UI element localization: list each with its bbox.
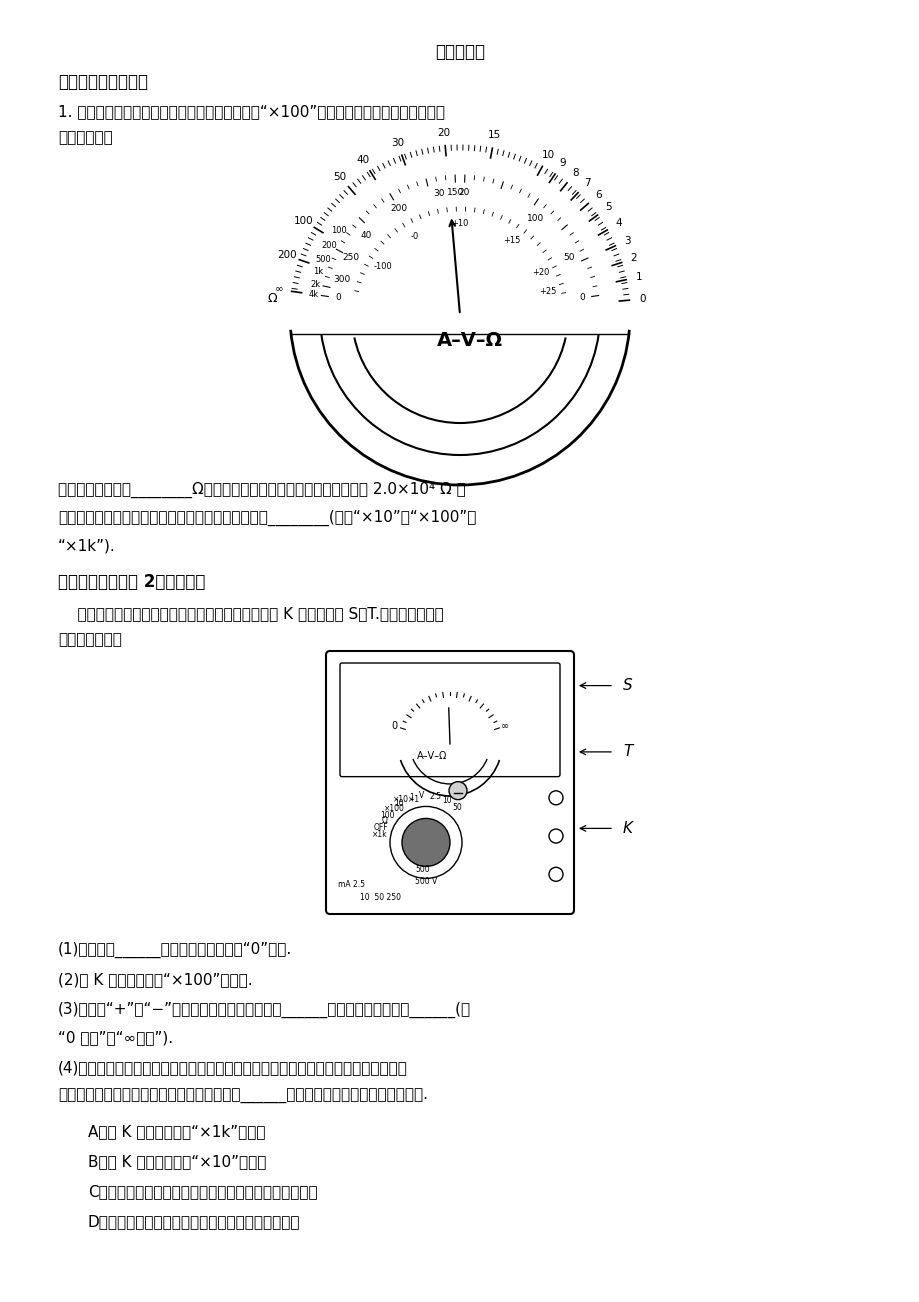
Text: 用如图所示的多用电表测量电阻，要用到选择开关 K 和两个部件 S、T.请根据下列步骤: 用如图所示的多用电表测量电阻，要用到选择开关 K 和两个部件 S、T.请根据下列…	[58, 607, 443, 621]
Text: 4k: 4k	[308, 290, 318, 299]
Text: “×1k”).: “×1k”).	[58, 539, 116, 553]
Text: 500: 500	[314, 255, 330, 264]
Text: 50: 50	[562, 253, 573, 262]
Text: +25: +25	[539, 286, 556, 296]
Circle shape	[549, 829, 562, 844]
Text: A–V–Ω: A–V–Ω	[437, 331, 503, 349]
Text: 10  50 250: 10 50 250	[359, 893, 401, 902]
Text: 结果，请从下列选项中挑出合理的步骤，并按______的顺序进行操作，再完成读数测量.: 结果，请从下列选项中挑出合理的步骤，并按______的顺序进行操作，再完成读数测…	[58, 1088, 427, 1104]
Text: 30: 30	[391, 138, 403, 148]
Text: V: V	[418, 792, 424, 801]
Text: -100: -100	[373, 262, 391, 271]
Text: 200: 200	[390, 204, 406, 214]
Text: 2: 2	[630, 254, 637, 263]
Text: Ω: Ω	[267, 292, 278, 305]
Text: (4)将两表笔分别与待测电阻相接，发现指针偏转角度过小．为了得到比较准确的测量: (4)将两表笔分别与待测电阻相接，发现指针偏转角度过小．为了得到比较准确的测量	[58, 1061, 407, 1075]
Text: ×10×1: ×10×1	[393, 796, 420, 805]
FancyBboxPatch shape	[340, 663, 560, 777]
Text: 300: 300	[334, 275, 351, 284]
Text: OFF: OFF	[374, 823, 388, 832]
Text: 40: 40	[356, 155, 369, 165]
Text: 1: 1	[635, 272, 641, 283]
Text: 所测电阻的阻值为________Ω；如果要用此多用电表测量一个阻值约为 2.0×10⁴ Ω 的: 所测电阻的阻值为________Ω；如果要用此多用电表测量一个阻值约为 2.0×…	[58, 482, 465, 499]
Text: ∞: ∞	[501, 721, 509, 730]
Circle shape	[390, 806, 461, 879]
Text: 50: 50	[452, 803, 462, 812]
Text: 任务二、完成练习 2，提交答案: 任务二、完成练习 2，提交答案	[58, 573, 205, 591]
Text: 6: 6	[595, 190, 601, 201]
Text: +10: +10	[451, 220, 468, 228]
Text: Ω: Ω	[381, 816, 387, 825]
Text: (1)旋动部件______，使指针对准电流的“0”刻线.: (1)旋动部件______，使指针对准电流的“0”刻线.	[58, 941, 292, 958]
Text: (2)将 K 旋转到电阻挡“×100”的位置.: (2)将 K 旋转到电阻挡“×100”的位置.	[58, 973, 253, 987]
Text: T: T	[623, 745, 632, 759]
Text: 250: 250	[343, 253, 359, 262]
Text: -0: -0	[410, 232, 418, 241]
Text: 100: 100	[331, 225, 346, 234]
Text: 1k: 1k	[313, 267, 323, 276]
Text: K: K	[622, 820, 632, 836]
Text: 1: 1	[409, 793, 414, 802]
Text: 100: 100	[380, 811, 394, 820]
Text: 电阻，为了使测量结果比较精确，应选用的欧姆挡是________(选填“×10”、“×100”或: 电阻，为了使测量结果比较精确，应选用的欧姆挡是________(选填“×10”、…	[58, 510, 476, 526]
Text: 9: 9	[559, 159, 565, 168]
Text: 0: 0	[578, 293, 584, 302]
Text: ×100: ×100	[383, 803, 404, 812]
Text: 5: 5	[604, 202, 611, 212]
Text: 完成电阻测量：: 完成电阻测量：	[58, 633, 121, 647]
Text: 150: 150	[447, 187, 464, 197]
Text: 多用表原理: 多用表原理	[435, 43, 484, 61]
Text: 200: 200	[321, 241, 337, 250]
Text: 任务一、完成练习一: 任务一、完成练习一	[58, 73, 148, 91]
Text: 100: 100	[293, 216, 312, 225]
Text: 1. 如图所示为多用电表的刻度盘．若选用倍率为“×100”的电阻挡测电阻时，表针指示如: 1. 如图所示为多用电表的刻度盘．若选用倍率为“×100”的电阻挡测电阻时，表针…	[58, 104, 445, 120]
Text: C．将两表笔的金属部分分别与被测电阻的两根引线相接: C．将两表笔的金属部分分别与被测电阻的两根引线相接	[88, 1185, 317, 1199]
Text: 7: 7	[584, 178, 590, 189]
Circle shape	[448, 781, 467, 799]
Text: B．将 K 旋转到电阻挡“×10”的位置: B．将 K 旋转到电阻挡“×10”的位置	[88, 1155, 267, 1169]
Text: 500: 500	[414, 865, 429, 874]
Circle shape	[549, 867, 562, 881]
Text: 8: 8	[572, 168, 578, 178]
Text: (3)将插入“+”、“−”插孔的表笔短接，旋动部件______，使指针对准电阻的______(填: (3)将插入“+”、“−”插孔的表笔短接，旋动部件______，使指针对准电阻的…	[58, 1003, 471, 1018]
Circle shape	[549, 790, 562, 805]
Text: 20: 20	[458, 187, 470, 197]
Text: S: S	[622, 678, 632, 693]
Text: 图所示，则：: 图所示，则：	[58, 130, 113, 146]
Text: 10: 10	[442, 796, 451, 805]
Text: 200: 200	[277, 250, 297, 260]
Text: mA 2.5: mA 2.5	[337, 880, 365, 889]
Text: 0: 0	[391, 721, 398, 730]
Text: 10: 10	[541, 150, 555, 160]
Text: 0: 0	[639, 294, 645, 305]
Text: 30: 30	[433, 189, 444, 198]
Text: 100: 100	[527, 214, 544, 223]
Text: 50: 50	[333, 172, 346, 182]
Text: ∞: ∞	[274, 285, 283, 294]
Text: 40: 40	[359, 232, 371, 241]
Text: 0: 0	[335, 293, 341, 302]
Text: +20: +20	[531, 268, 549, 277]
Text: 15: 15	[488, 130, 501, 141]
Text: 500 V: 500 V	[414, 878, 437, 887]
Text: +15: +15	[503, 236, 520, 245]
Text: 4: 4	[615, 219, 621, 228]
Text: 2k: 2k	[310, 280, 320, 289]
FancyBboxPatch shape	[325, 651, 573, 914]
Text: ×1k: ×1k	[371, 829, 387, 838]
Text: “0 刻线”或“∞刻线”).: “0 刻线”或“∞刻线”).	[58, 1030, 173, 1046]
Text: A．将 K 旋转到电阻挡“×1k”的位置: A．将 K 旋转到电阻挡“×1k”的位置	[88, 1125, 266, 1139]
Text: A–V–Ω: A–V–Ω	[416, 751, 447, 760]
Text: 20: 20	[437, 128, 450, 138]
Text: D．将两表笔短接，旋动合适部件，对电表进行校准: D．将两表笔短接，旋动合适部件，对电表进行校准	[88, 1215, 301, 1229]
Text: 10: 10	[394, 799, 403, 809]
Text: 3: 3	[623, 236, 630, 246]
Circle shape	[402, 819, 449, 866]
Text: 2.5: 2.5	[429, 792, 441, 801]
